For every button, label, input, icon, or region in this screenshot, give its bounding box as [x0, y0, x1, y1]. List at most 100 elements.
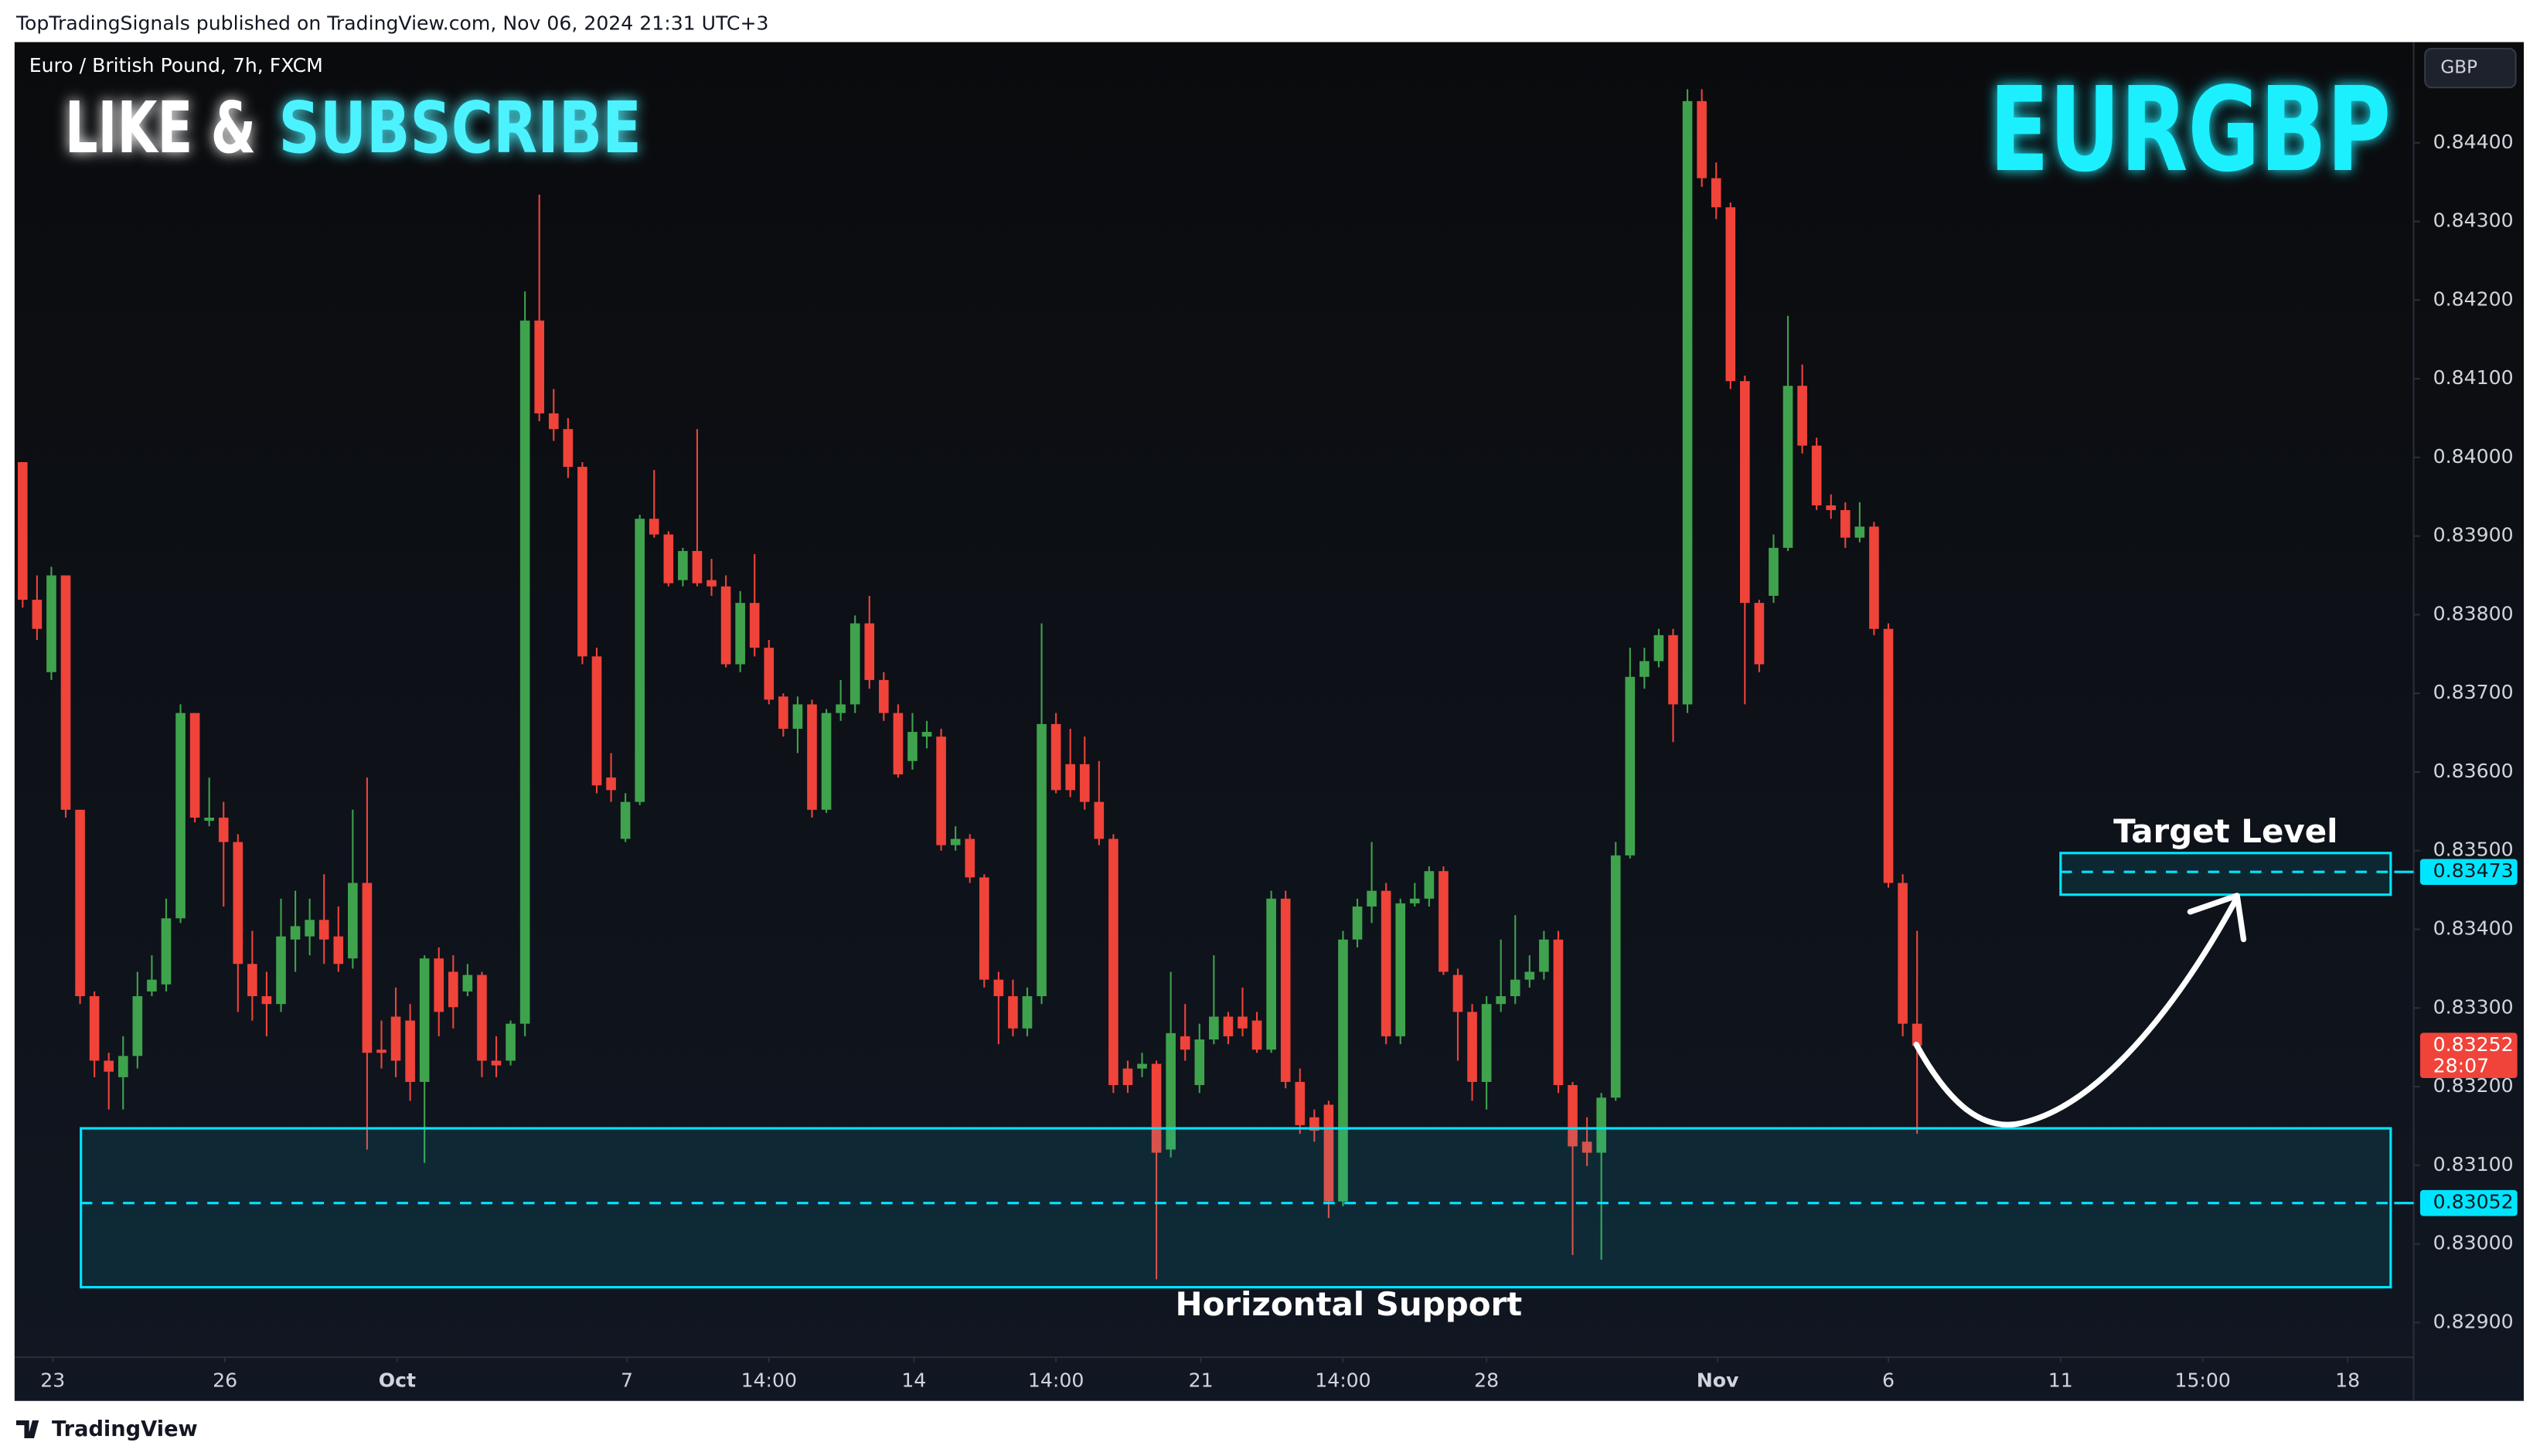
candle-body — [548, 413, 559, 430]
candle-body — [1553, 939, 1564, 1086]
candle-body — [1381, 890, 1391, 1036]
plot — [18, 89, 2392, 1289]
candle-body — [204, 817, 214, 822]
candle-body — [362, 883, 373, 1053]
candle-body — [189, 713, 200, 818]
y-tick-label: 0.84200 — [2433, 287, 2514, 310]
candle-body — [1653, 634, 1664, 662]
candle-body — [1668, 634, 1678, 705]
candle-body — [1711, 178, 1721, 208]
candle-body — [979, 877, 989, 980]
candle-body — [117, 1056, 128, 1077]
candle-body — [778, 696, 788, 729]
candle-body — [161, 918, 172, 985]
footer-brand: TradingView — [52, 1417, 198, 1441]
candle-body — [1510, 979, 1520, 997]
candle-body — [1251, 1020, 1262, 1050]
candle-body — [879, 679, 889, 713]
candle-body — [1797, 386, 1807, 446]
candle-body — [1811, 445, 1822, 505]
candle-body — [1223, 1016, 1234, 1036]
x-tick-label: 15:00 — [2174, 1369, 2230, 1392]
candle-body — [491, 1060, 502, 1066]
candle-body — [1610, 855, 1621, 1098]
candle-body — [950, 839, 961, 845]
candle-body — [606, 777, 616, 791]
candle-body — [132, 996, 143, 1056]
candle-body — [1409, 898, 1420, 903]
candle-body — [1280, 898, 1291, 1082]
candle-body — [1625, 676, 1636, 856]
candle-body — [1166, 1032, 1176, 1150]
projection-arrow — [1913, 897, 2239, 1128]
candle-body — [1194, 1039, 1205, 1086]
x-tick-label: 14:00 — [1028, 1369, 1084, 1392]
x-tick-label: 26 — [213, 1369, 237, 1392]
candle-body — [290, 926, 301, 940]
y-tick-label: 0.83100 — [2433, 1153, 2514, 1175]
candle-body — [1854, 526, 1865, 538]
arrow-head — [2187, 893, 2247, 943]
candle-body — [519, 320, 530, 1024]
symbol-legend: Euro / British Pound, 7h, FXCM — [29, 54, 323, 77]
candle-body — [1151, 1063, 1162, 1153]
candle-body — [936, 737, 946, 845]
candle-body — [1238, 1016, 1248, 1029]
candle-body — [1826, 505, 1837, 511]
candle-body — [821, 713, 832, 810]
zone-label: Horizontal Support — [1176, 1285, 1523, 1323]
candle-body — [333, 936, 344, 964]
candle-body — [836, 704, 846, 713]
candle-body — [75, 809, 85, 997]
candle-body — [663, 534, 674, 583]
candle-body — [1352, 906, 1363, 940]
candle-body — [89, 996, 100, 1061]
candle-body — [1639, 661, 1650, 677]
candle-body — [1079, 764, 1090, 802]
candle-body — [1697, 100, 1707, 179]
candle-body — [448, 971, 458, 1008]
candle-body — [1869, 526, 1879, 629]
candle-body — [218, 817, 229, 842]
candle-body — [147, 979, 157, 992]
candle-body — [1912, 1023, 1922, 1046]
candle-body — [1582, 1141, 1592, 1153]
candle-body — [1898, 883, 1908, 1024]
subscribe-text: SUBSCRIBE — [278, 86, 641, 169]
last-price-tag — [2419, 1032, 2518, 1079]
zone-box — [80, 1127, 2392, 1289]
candle-body — [1840, 510, 1851, 538]
candle-body — [850, 623, 860, 705]
candle-body — [1338, 939, 1348, 1202]
candle-body — [591, 656, 602, 786]
candle-body — [563, 429, 574, 468]
candle-body — [993, 979, 1004, 997]
candle-body — [720, 586, 731, 665]
zone-price-tag — [2419, 859, 2518, 885]
bar-countdown: 28:07 — [2433, 1054, 2489, 1077]
candle-body — [1481, 1004, 1492, 1082]
candle-body — [1769, 547, 1779, 596]
candle-body — [1022, 996, 1033, 1029]
candle-body — [749, 603, 760, 648]
y-tick-label: 0.84400 — [2433, 131, 2514, 153]
currency-button[interactable] — [2424, 47, 2517, 89]
candle-body — [32, 600, 43, 629]
candle-body — [46, 575, 56, 672]
logo-mark — [15, 1420, 39, 1438]
candle-body — [921, 732, 932, 737]
candle-body — [1883, 628, 1894, 883]
zone-box — [2059, 852, 2392, 896]
y-tick-label: 0.83000 — [2433, 1232, 2514, 1254]
candle-body — [735, 603, 745, 665]
x-tick-label: 28 — [1474, 1369, 1499, 1392]
candle-body — [534, 320, 545, 413]
candle-body — [792, 704, 803, 729]
y-tick-label: 0.83600 — [2433, 760, 2514, 782]
currency-label[interactable]: GBP — [2440, 58, 2477, 78]
candle-body — [276, 936, 286, 1005]
candle-body — [864, 623, 875, 680]
candle-body — [462, 975, 473, 992]
candle-body — [1395, 903, 1406, 1036]
